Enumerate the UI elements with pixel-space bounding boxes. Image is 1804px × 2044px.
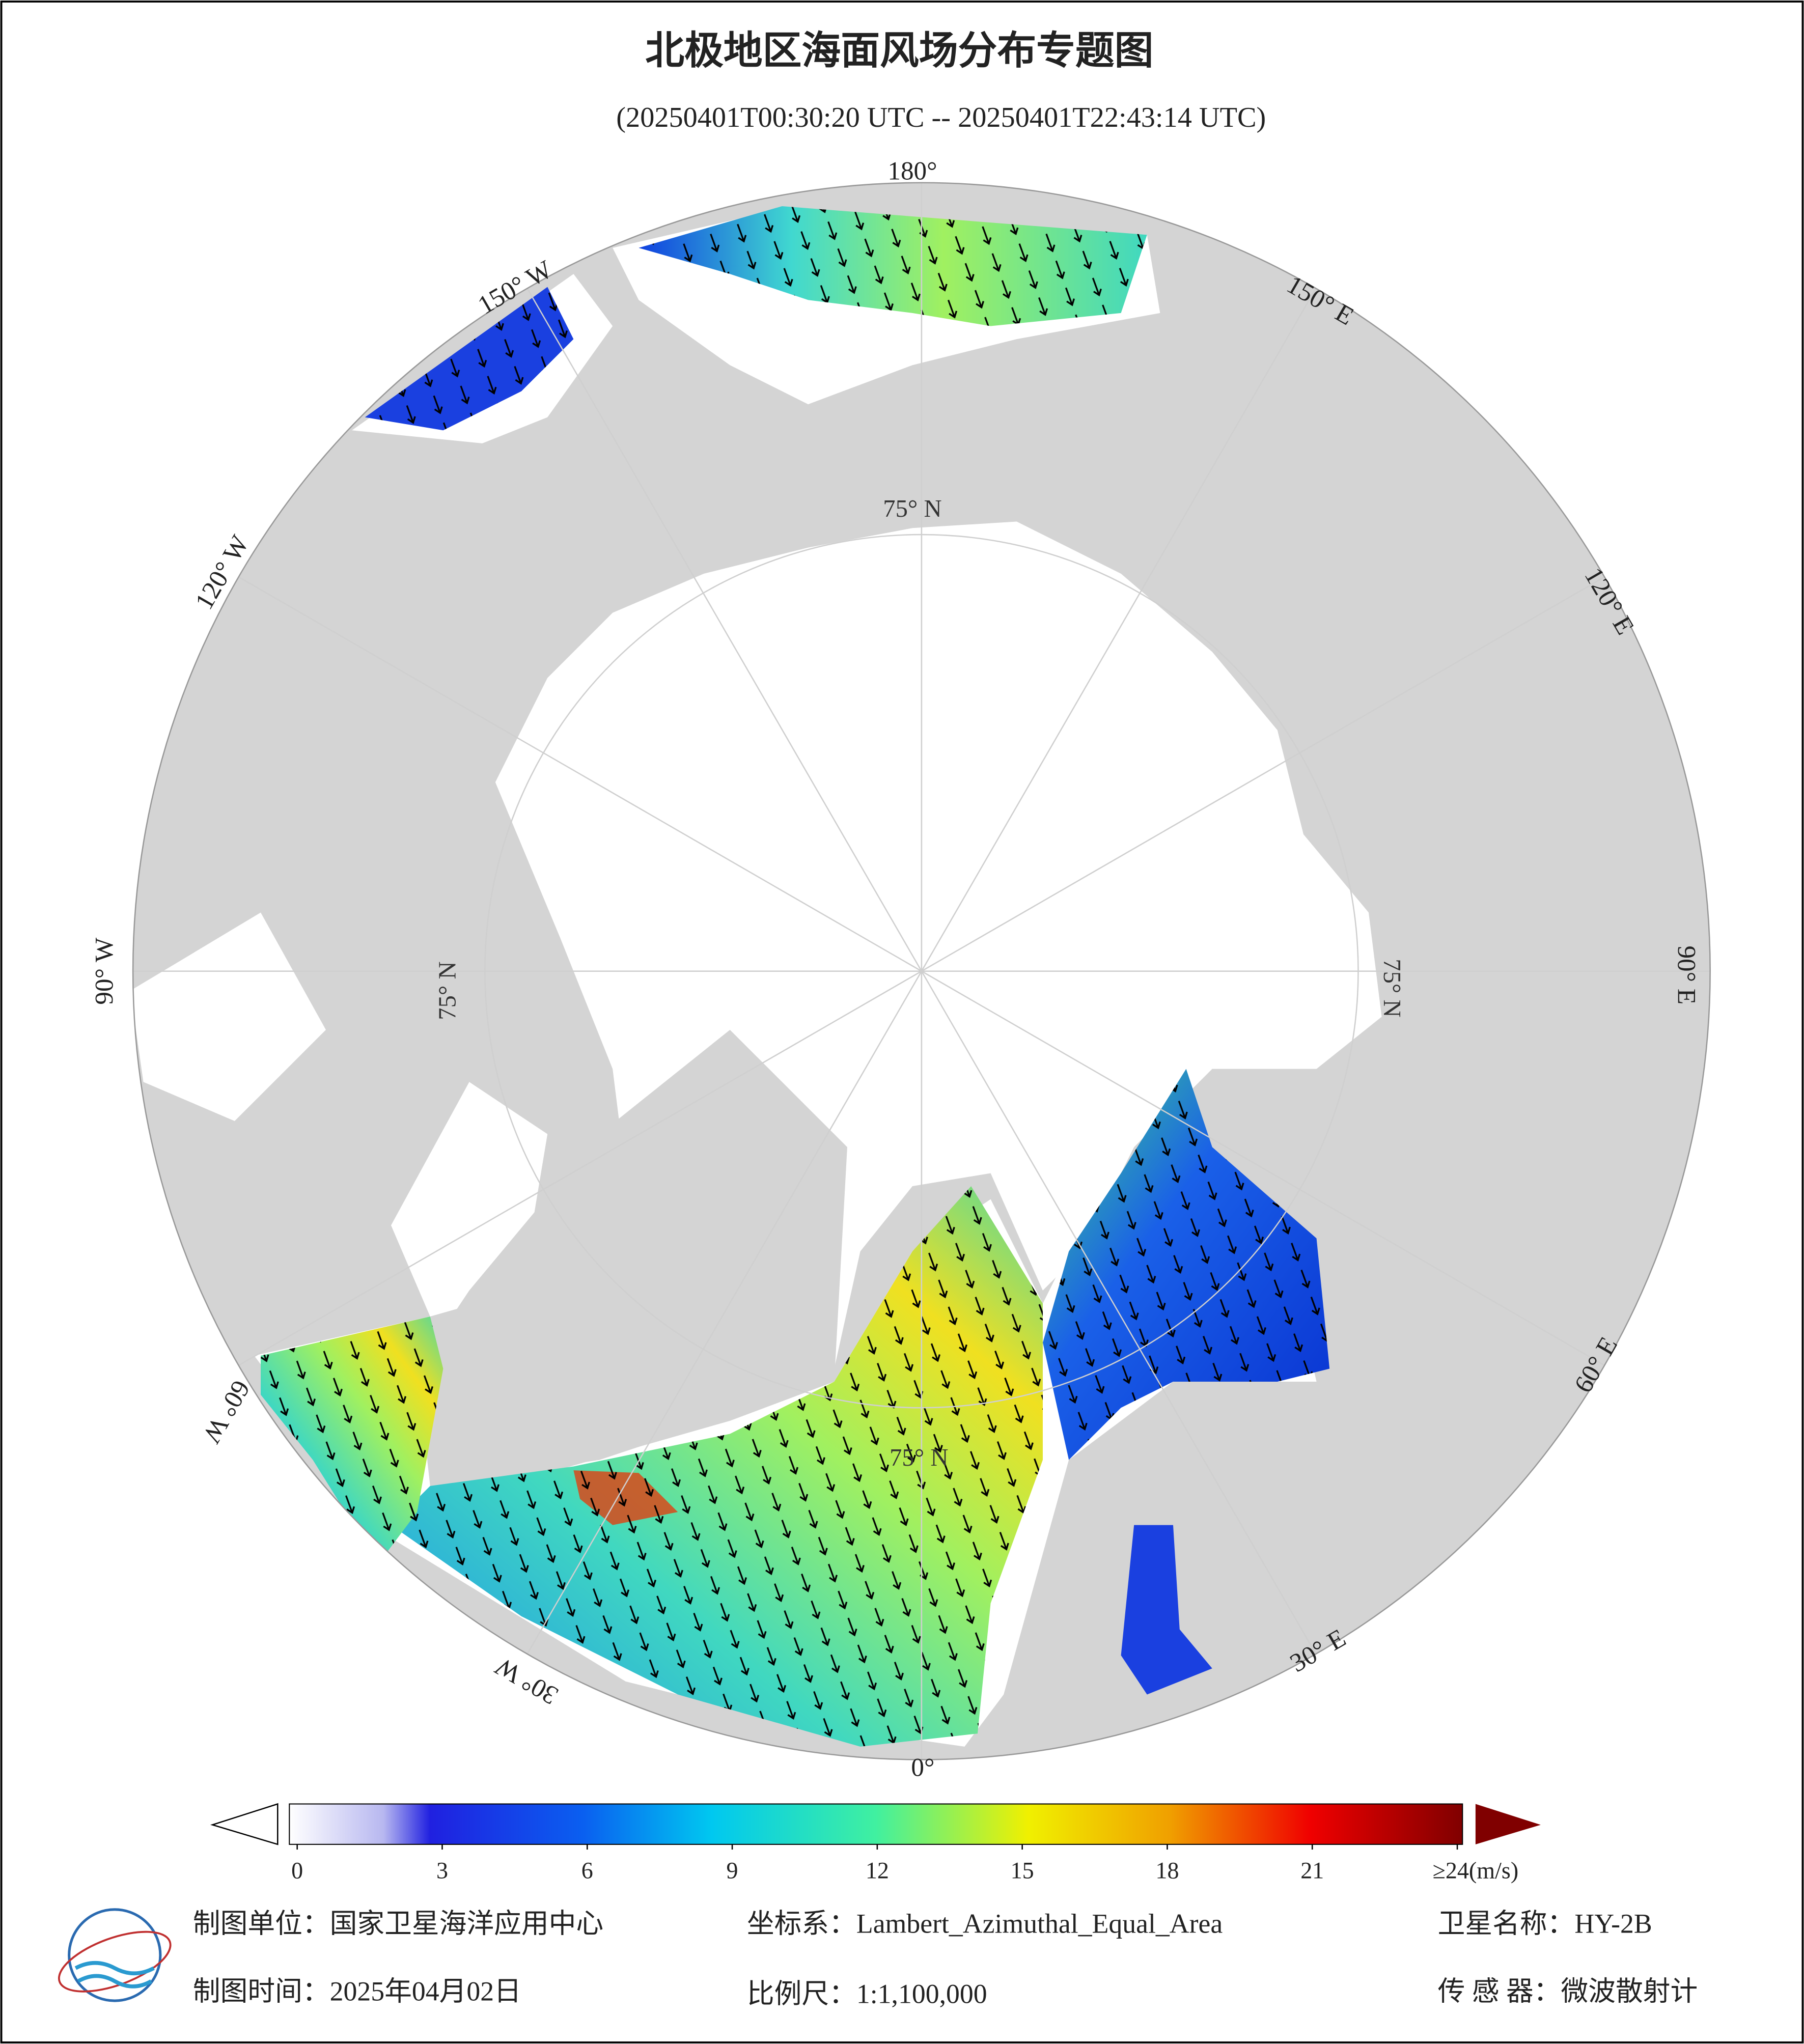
meridian (526, 288, 923, 972)
longitude-label: 90° W (90, 937, 119, 1005)
latitude-labels: 75° N 75° N 75° N 75° N (433, 495, 1405, 1471)
colorbar-tick-label: 3 (436, 1858, 448, 1884)
greenland (417, 1029, 847, 1486)
coordinate-system: 坐标系：Lambert_Azimuthal_Equal_Area (747, 1908, 1223, 1939)
hudson-bay (133, 912, 326, 1122)
graticule (133, 182, 1710, 1760)
logo (58, 1908, 172, 2002)
colorbar-tick-label: 0 (291, 1858, 303, 1884)
colorbar-tick-label: 15 (1011, 1858, 1034, 1884)
colorbar-tick-label: 18 (1155, 1858, 1179, 1884)
latitude-label: 75° N (883, 495, 941, 522)
meridian (921, 288, 1317, 972)
meridian (921, 971, 1317, 1655)
baltic-wind (1121, 1525, 1212, 1695)
latitude-label: 75° N (433, 961, 461, 1020)
colorbar-tick-label: ≥24(m/s) (1433, 1858, 1519, 1884)
satellite-name: 卫星名称：HY-2B (1438, 1908, 1652, 1939)
colorbar-tick-label: 9 (727, 1858, 738, 1884)
sensor-name: 传 感 器：微波散射计 (1438, 1976, 1698, 2007)
colorbar-ticks: 0 3 6 9 12 15 18 21 ≥24(m/s) (291, 1844, 1518, 1884)
longitude-label: 90° E (1672, 945, 1701, 1004)
colorbar-over (1475, 1804, 1541, 1844)
map-border (132, 182, 1711, 1760)
colorbar-under (210, 1803, 279, 1845)
subtitle: (20250401T00:30:20 UTC -- 20250401T22:43… (616, 102, 1266, 133)
colorbar-tick-label: 12 (866, 1858, 889, 1884)
map-body (133, 182, 1710, 1760)
map-date: 制图时间：2025年04月02日 (193, 1976, 521, 2007)
meridian (921, 970, 1605, 1366)
colorbar-tick-label: 21 (1300, 1858, 1324, 1884)
meridian (238, 970, 922, 1366)
longitude-label: 0° (911, 1753, 934, 1782)
longitude-label: 180° (887, 157, 937, 186)
map-unit: 制图单位：国家卫星海洋应用中心 (193, 1908, 603, 1939)
latitude-label: 75° N (890, 1444, 948, 1471)
meridian (526, 971, 923, 1655)
meridian (921, 576, 1605, 972)
colorbar-tick-label: 6 (581, 1858, 593, 1884)
colorbar (289, 1803, 1463, 1845)
title: 北极地区海面风场分布专题图 (645, 30, 1153, 73)
latitude-label: 75° N (1378, 959, 1406, 1017)
meridian (238, 576, 922, 972)
map-scale: 比例尺：1:1,100,000 (747, 1979, 987, 2009)
